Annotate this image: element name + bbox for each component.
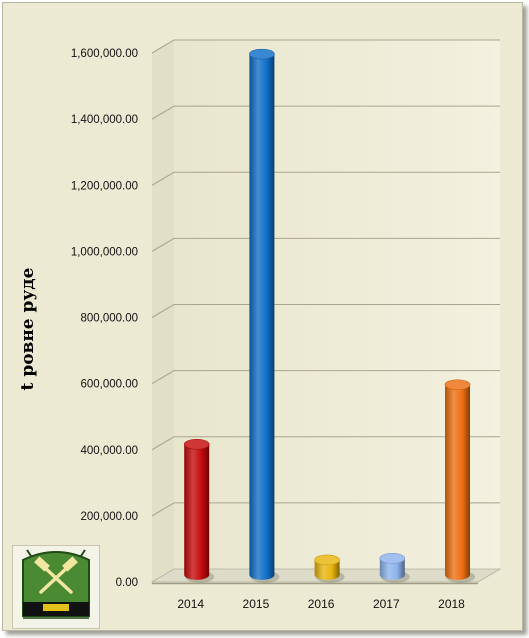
gridline	[151, 171, 500, 186]
bar-top	[314, 554, 340, 566]
y-axis-label-text: t ровне руде	[18, 267, 38, 391]
gridline	[151, 237, 500, 252]
gridline	[151, 502, 500, 517]
y-tick-label: 600,000.00	[80, 379, 138, 391]
bar-2017	[379, 553, 410, 583]
bar-body	[445, 384, 470, 580]
x-tick-label: 2015	[243, 597, 270, 611]
bar-top	[444, 379, 471, 391]
y-tick-label: 1,000,000.00	[71, 246, 138, 258]
bar-top	[249, 48, 275, 60]
gridline	[151, 105, 500, 120]
gridline	[151, 370, 500, 385]
gridline	[151, 39, 500, 54]
bar-body	[314, 559, 340, 580]
bar-body	[249, 54, 275, 580]
x-tick-label: 2017	[373, 597, 400, 611]
y-tick-label: 1,400,000.00	[71, 114, 138, 126]
mining-logo	[12, 545, 100, 629]
y-tick-label: 200,000.00	[80, 511, 138, 523]
gridline	[151, 436, 500, 451]
bar-2014	[183, 438, 215, 583]
gridline	[151, 303, 500, 318]
bar-2016	[314, 554, 345, 583]
y-tick-label: 800,000.00	[80, 313, 138, 325]
bar-2018	[444, 379, 475, 583]
bar-body	[184, 444, 210, 580]
bar-top	[379, 553, 406, 564]
x-tick-label: 2018	[438, 597, 465, 611]
bar-body	[379, 558, 405, 580]
bar-2015	[249, 48, 280, 583]
y-tick-label: 1,600,000.00	[71, 48, 138, 60]
y-tick-label: 400,000.00	[80, 445, 138, 457]
x-tick-label: 2016	[308, 597, 335, 611]
y-tick-label: 0.00	[116, 577, 138, 589]
hammer-and-pick-emblem-icon	[22, 549, 90, 619]
x-tick-label: 2014	[177, 597, 204, 611]
bar-top	[183, 438, 210, 450]
y-tick-label: 1,200,000.00	[71, 180, 138, 192]
